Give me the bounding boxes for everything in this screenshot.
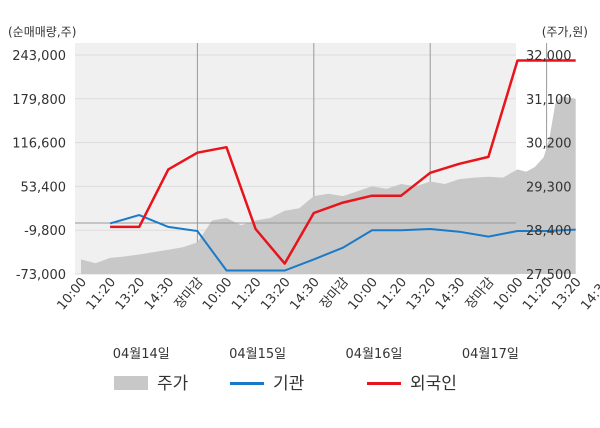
right-tick-label: 28,400 — [526, 224, 572, 239]
left-tick-label: 243,000 — [12, 49, 66, 64]
right-axis-unit-label: (주가,원) — [542, 25, 588, 39]
time-tick-label: 10:00 — [345, 275, 381, 313]
date-labels: 04월14일 04월15일 04월16일 04월17일 — [113, 347, 519, 362]
right-tick-label: 29,300 — [526, 180, 572, 195]
left-tick-label: -9,800 — [24, 224, 66, 239]
time-tick-label: 11:20 — [84, 275, 120, 313]
right-tick-label: 27,500 — [526, 268, 572, 283]
time-tick-label: 장마감 — [463, 275, 498, 312]
left-tick-label: 179,800 — [12, 93, 66, 108]
price-area — [81, 96, 576, 275]
right-tick-label: 31,100 — [526, 93, 572, 108]
date-label: 04월16일 — [345, 347, 402, 362]
time-tick-label: 14:30 — [287, 275, 323, 313]
right-axis-ticks: 32,000 31,100 30,200 29,300 28,400 27,500 — [526, 49, 572, 283]
legend-price-swatch — [114, 376, 148, 390]
time-tick-label: 13:20 — [258, 275, 294, 313]
left-tick-label: 116,600 — [12, 137, 66, 152]
time-tick-label: 11:20 — [229, 275, 265, 313]
legend-institution-label: 기관 — [273, 374, 304, 394]
left-tick-label: -73,000 — [16, 268, 66, 283]
left-tick-label: 53,400 — [21, 180, 67, 195]
time-tick-label: 10:00 — [491, 275, 527, 313]
right-tick-label: 30,200 — [526, 137, 572, 152]
time-axis-ticks: 10:0011:2013:2014:30장마감10:0011:2013:2014… — [54, 275, 600, 313]
legend-foreign-swatch — [367, 382, 401, 385]
time-tick-label: 13:20 — [113, 275, 149, 313]
time-tick-label: 10:00 — [200, 275, 236, 313]
foreign-series-line — [110, 59, 576, 265]
time-tick-label: 13:20 — [404, 275, 440, 313]
time-tick-label: 장마감 — [317, 275, 352, 312]
time-tick-label: 11:20 — [375, 275, 411, 313]
time-tick-label: 14:30 — [578, 275, 600, 313]
time-tick-label: 14:30 — [433, 275, 469, 313]
left-axis-ticks: 243,000 179,800 116,600 53,400 -9,800 -73,000 — [12, 49, 66, 283]
institution-series-line — [109, 214, 576, 272]
date-label: 04월17일 — [462, 347, 519, 362]
left-axis-unit-label: (순매매량,주) — [8, 25, 76, 39]
legend-price-label: 주가 — [157, 374, 189, 394]
date-label: 04월15일 — [229, 347, 286, 362]
time-tick-label: 14:30 — [142, 275, 178, 313]
right-tick-label: 32,000 — [526, 49, 572, 64]
date-label: 04월14일 — [113, 347, 170, 362]
legend: 주가 기관 외국인 — [114, 374, 457, 394]
legend-institution-swatch — [230, 382, 264, 385]
time-tick-label: 장마감 — [172, 275, 207, 312]
legend-foreign-label: 외국인 — [410, 374, 457, 394]
